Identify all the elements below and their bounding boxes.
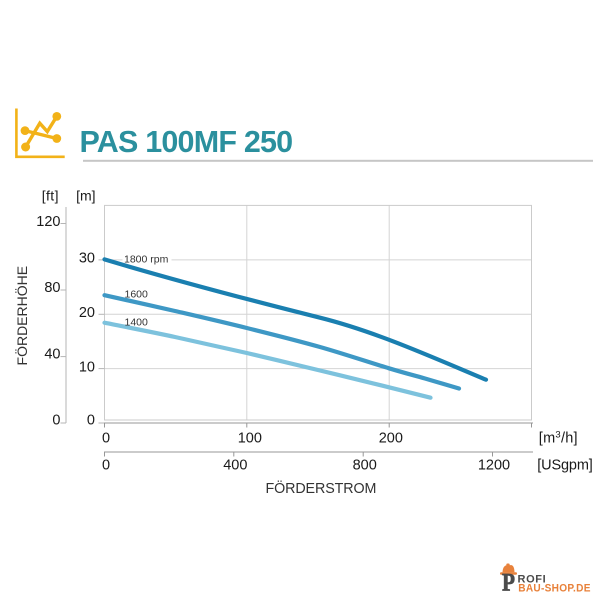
svg-text:200: 200 xyxy=(379,430,403,446)
svg-text:1200: 1200 xyxy=(478,458,510,474)
svg-text:30: 30 xyxy=(79,251,95,267)
svg-text:400: 400 xyxy=(223,458,247,474)
svg-text:0: 0 xyxy=(87,413,95,429)
svg-text:1800 rpm: 1800 rpm xyxy=(124,253,169,265)
svg-text:ROFI: ROFI xyxy=(518,574,547,586)
svg-text:PAS 100MF 250: PAS 100MF 250 xyxy=(80,125,293,159)
svg-text:1600: 1600 xyxy=(125,289,149,301)
svg-text:0: 0 xyxy=(102,430,110,446)
svg-text:1400: 1400 xyxy=(125,316,149,328)
svg-text:[m]: [m] xyxy=(76,187,95,203)
svg-text:80: 80 xyxy=(44,280,60,296)
svg-text:20: 20 xyxy=(79,305,95,321)
svg-text:BAU-SHOP.DE: BAU-SHOP.DE xyxy=(518,582,590,594)
svg-text:100: 100 xyxy=(238,430,262,446)
svg-text:10: 10 xyxy=(79,359,95,375)
svg-text:FÖRDERHÖHE: FÖRDERHÖHE xyxy=(13,266,30,366)
svg-text:P: P xyxy=(502,569,515,597)
svg-text:FÖRDERSTROM: FÖRDERSTROM xyxy=(265,479,376,497)
svg-text:[USgpm]: [USgpm] xyxy=(537,458,592,474)
svg-text:[ft]: [ft] xyxy=(42,187,59,203)
svg-text:40: 40 xyxy=(44,347,60,363)
svg-text:0: 0 xyxy=(52,413,60,429)
svg-text:120: 120 xyxy=(36,214,60,230)
svg-text:0: 0 xyxy=(102,458,110,474)
svg-text:800: 800 xyxy=(353,458,377,474)
svg-text:[m3/h]: [m3/h] xyxy=(539,429,578,446)
